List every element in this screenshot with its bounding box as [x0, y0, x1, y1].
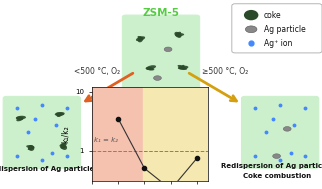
- FancyBboxPatch shape: [122, 15, 200, 91]
- Ellipse shape: [30, 146, 33, 147]
- Ellipse shape: [146, 65, 156, 70]
- Ellipse shape: [56, 113, 61, 117]
- Ellipse shape: [181, 65, 185, 68]
- Ellipse shape: [139, 36, 141, 39]
- Text: Redispersion of Ag particles: Redispersion of Ag particles: [221, 163, 322, 169]
- FancyBboxPatch shape: [232, 4, 322, 53]
- Circle shape: [245, 26, 257, 33]
- Ellipse shape: [175, 32, 182, 38]
- Ellipse shape: [136, 36, 145, 41]
- Circle shape: [273, 154, 280, 158]
- Ellipse shape: [178, 67, 187, 70]
- Ellipse shape: [138, 37, 142, 40]
- Circle shape: [283, 127, 291, 131]
- Text: ZSM-5: ZSM-5: [143, 8, 179, 18]
- Ellipse shape: [181, 67, 184, 69]
- Ellipse shape: [28, 147, 34, 150]
- Y-axis label: k₁/k₂: k₁/k₂: [61, 125, 70, 143]
- Text: ≥500 °C, O₂: ≥500 °C, O₂: [202, 67, 249, 76]
- Text: coke: coke: [264, 11, 282, 20]
- Ellipse shape: [175, 33, 184, 36]
- Ellipse shape: [18, 118, 23, 120]
- Ellipse shape: [19, 118, 21, 120]
- Ellipse shape: [60, 146, 65, 148]
- FancyArrowPatch shape: [189, 73, 236, 101]
- FancyBboxPatch shape: [3, 96, 80, 168]
- Ellipse shape: [28, 145, 34, 151]
- Circle shape: [164, 47, 172, 52]
- Ellipse shape: [149, 68, 153, 70]
- Ellipse shape: [148, 68, 153, 70]
- Bar: [143, 87, 208, 181]
- Ellipse shape: [16, 116, 26, 119]
- Ellipse shape: [175, 35, 179, 37]
- Ellipse shape: [244, 10, 258, 20]
- Text: Redispersion of Ag particles: Redispersion of Ag particles: [0, 166, 98, 172]
- Text: k₁ = k₂: k₁ = k₂: [94, 137, 118, 143]
- Ellipse shape: [26, 145, 34, 148]
- Text: <500 °C, O₂: <500 °C, O₂: [73, 67, 120, 76]
- FancyArrowPatch shape: [86, 73, 133, 101]
- Ellipse shape: [57, 114, 60, 117]
- Text: Coke combustion: Coke combustion: [243, 173, 311, 179]
- Ellipse shape: [177, 65, 184, 68]
- Text: Ag particle: Ag particle: [264, 25, 306, 34]
- Ellipse shape: [28, 147, 33, 149]
- Ellipse shape: [178, 66, 188, 70]
- Ellipse shape: [175, 32, 181, 36]
- Circle shape: [154, 76, 161, 80]
- FancyBboxPatch shape: [242, 96, 319, 168]
- Text: Ag⁺ ion: Ag⁺ ion: [264, 39, 292, 48]
- Ellipse shape: [61, 144, 67, 150]
- Bar: [92, 87, 143, 181]
- Ellipse shape: [60, 143, 67, 147]
- Ellipse shape: [60, 114, 62, 116]
- Ellipse shape: [55, 112, 65, 116]
- Ellipse shape: [16, 117, 24, 121]
- Ellipse shape: [146, 67, 154, 70]
- Ellipse shape: [62, 144, 64, 146]
- Ellipse shape: [178, 34, 181, 37]
- Ellipse shape: [61, 145, 66, 149]
- Ellipse shape: [137, 37, 143, 42]
- Ellipse shape: [137, 36, 144, 40]
- Ellipse shape: [146, 67, 153, 70]
- Ellipse shape: [16, 116, 23, 119]
- Ellipse shape: [56, 112, 64, 115]
